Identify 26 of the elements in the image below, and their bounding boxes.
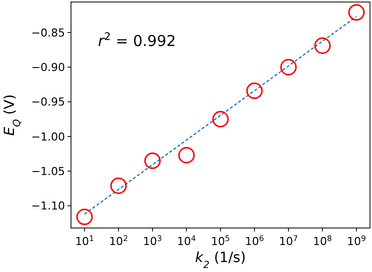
y-tick-label: −0.95 <box>31 96 65 109</box>
y-tick-label: −1.00 <box>31 130 65 144</box>
point <box>144 152 161 170</box>
y-tick-label: −1.05 <box>31 165 65 178</box>
point <box>348 4 365 21</box>
y-tick-label: −1.10 <box>31 200 65 213</box>
point <box>178 146 195 164</box>
x-tick-label: 10$^{6}$ <box>245 234 264 248</box>
point <box>280 58 297 76</box>
point <box>212 110 229 128</box>
point <box>110 177 127 194</box>
x-tick-label: 10$^{7}$ <box>279 234 298 248</box>
x-tick-label: 10$^{1}$ <box>75 234 94 248</box>
x-tick-label: 10$^{9}$ <box>347 234 366 248</box>
x-tick-label: 10$^{4}$ <box>177 234 196 248</box>
point <box>246 82 263 99</box>
y-tick-label: −0.85 <box>31 26 65 40</box>
y-tick-label: −0.90 <box>31 61 65 74</box>
x-tick-label: 10$^{3}$ <box>143 234 162 248</box>
x-axis-title: k$_{2}$ (1/s) <box>195 250 246 270</box>
x-tick-label: 10$^{2}$ <box>109 234 128 248</box>
point <box>314 37 331 54</box>
x-tick-label: 10$^{8}$ <box>313 234 332 248</box>
annotation: r$^{2}$ = 0.992 <box>98 31 176 50</box>
point <box>76 208 93 226</box>
x-tick-label: 10$^{5}$ <box>211 234 230 248</box>
